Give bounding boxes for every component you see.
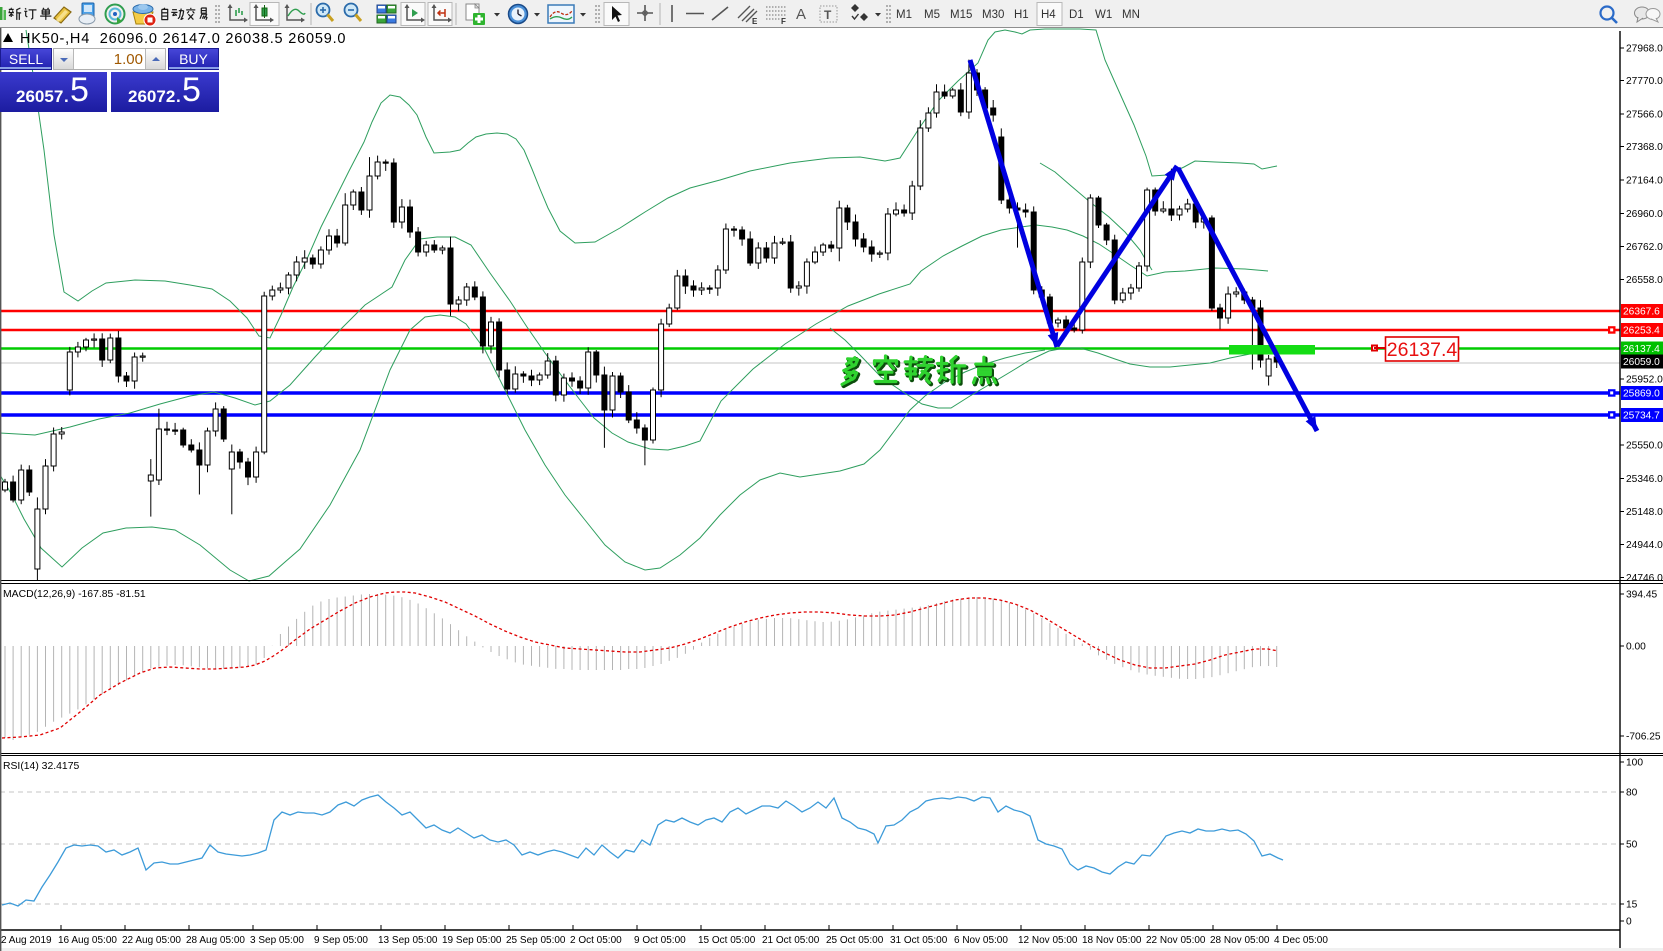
svg-text:W1: W1 <box>1095 9 1112 21</box>
svg-text:31 Oct 05:00: 31 Oct 05:00 <box>890 935 948 946</box>
svg-text:27164.0: 27164.0 <box>1626 176 1663 187</box>
svg-text:26960.0: 26960.0 <box>1626 209 1663 220</box>
svg-text:0: 0 <box>1626 917 1632 928</box>
svg-text:28 Nov 05:00: 28 Nov 05:00 <box>1210 935 1270 946</box>
svg-text:M1: M1 <box>896 9 912 21</box>
svg-text:12 Nov 05:00: 12 Nov 05:00 <box>1018 935 1078 946</box>
svg-text:22 Aug 05:00: 22 Aug 05:00 <box>122 935 181 946</box>
svg-text:25148.0: 25148.0 <box>1626 507 1663 518</box>
svg-text:25 Oct 05:00: 25 Oct 05:00 <box>826 935 884 946</box>
svg-text:27566.0: 27566.0 <box>1626 110 1663 121</box>
svg-text:HK50-,H4 26096.0 26147.0 2603: HK50-,H4 26096.0 26147.0 26038.5 26059.0 <box>20 31 346 47</box>
svg-text:26367.6: 26367.6 <box>1623 307 1660 318</box>
svg-text:T: T <box>824 8 832 22</box>
svg-text:25734.7: 25734.7 <box>1623 411 1660 422</box>
svg-text:15: 15 <box>1626 900 1638 911</box>
svg-text:MN: MN <box>1122 9 1140 21</box>
svg-text:28 Aug 05:00: 28 Aug 05:00 <box>186 935 245 946</box>
svg-text:M15: M15 <box>950 9 972 21</box>
svg-text:26558.0: 26558.0 <box>1626 275 1663 286</box>
svg-text:2 Aug 2019: 2 Aug 2019 <box>1 935 52 946</box>
svg-text:MACD(12,26,9) -167.85 -81.51: MACD(12,26,9) -167.85 -81.51 <box>3 589 146 600</box>
svg-text:-706.25: -706.25 <box>1626 732 1661 743</box>
svg-text:25952.0: 25952.0 <box>1626 375 1663 386</box>
svg-text:9 Sep 05:00: 9 Sep 05:00 <box>314 935 368 946</box>
svg-text:50: 50 <box>1626 840 1638 851</box>
svg-text:80: 80 <box>1626 788 1638 799</box>
svg-text:2 Oct 05:00: 2 Oct 05:00 <box>570 935 622 946</box>
svg-text:24746.0: 24746.0 <box>1626 573 1663 584</box>
svg-text:M30: M30 <box>982 9 1004 21</box>
svg-text:27368.0: 27368.0 <box>1626 142 1663 153</box>
svg-text:18 Nov 05:00: 18 Nov 05:00 <box>1082 935 1142 946</box>
svg-text:3 Sep 05:00: 3 Sep 05:00 <box>250 935 304 946</box>
svg-text:RSI(14) 32.4175: RSI(14) 32.4175 <box>3 761 79 772</box>
svg-text:25346.0: 25346.0 <box>1626 474 1663 485</box>
svg-text:27770.0: 27770.0 <box>1626 76 1663 87</box>
svg-text:E: E <box>752 17 758 26</box>
svg-text:H4: H4 <box>1041 9 1056 21</box>
svg-text:A: A <box>796 6 806 23</box>
svg-text:26762.0: 26762.0 <box>1626 242 1663 253</box>
svg-text:6 Nov 05:00: 6 Nov 05:00 <box>954 935 1008 946</box>
svg-text:22 Nov 05:00: 22 Nov 05:00 <box>1146 935 1206 946</box>
svg-text:M5: M5 <box>924 9 940 21</box>
svg-text:26059.0: 26059.0 <box>1623 357 1660 368</box>
svg-text:16 Aug 05:00: 16 Aug 05:00 <box>58 935 117 946</box>
svg-text:26137.4: 26137.4 <box>1387 339 1458 361</box>
svg-text:13 Sep 05:00: 13 Sep 05:00 <box>378 935 438 946</box>
svg-text:27968.0: 27968.0 <box>1626 44 1663 55</box>
svg-text:H1: H1 <box>1014 9 1029 21</box>
svg-text:100: 100 <box>1626 758 1643 769</box>
svg-text:26137.4: 26137.4 <box>1623 344 1660 355</box>
svg-text:D1: D1 <box>1069 9 1084 21</box>
svg-text:394.45: 394.45 <box>1626 590 1657 601</box>
svg-text:0.00: 0.00 <box>1626 642 1646 653</box>
svg-text:4 Dec 05:00: 4 Dec 05:00 <box>1274 935 1328 946</box>
svg-text:24944.0: 24944.0 <box>1626 540 1663 551</box>
svg-text:25 Sep 05:00: 25 Sep 05:00 <box>506 935 566 946</box>
svg-text:9 Oct 05:00: 9 Oct 05:00 <box>634 935 686 946</box>
svg-text:26253.4: 26253.4 <box>1623 326 1660 337</box>
svg-text:19 Sep 05:00: 19 Sep 05:00 <box>442 935 502 946</box>
svg-text:15 Oct 05:00: 15 Oct 05:00 <box>698 935 756 946</box>
svg-text:F: F <box>781 17 786 26</box>
svg-text:25869.0: 25869.0 <box>1623 389 1660 400</box>
svg-text:25550.0: 25550.0 <box>1626 441 1663 452</box>
svg-text:21 Oct 05:00: 21 Oct 05:00 <box>762 935 820 946</box>
